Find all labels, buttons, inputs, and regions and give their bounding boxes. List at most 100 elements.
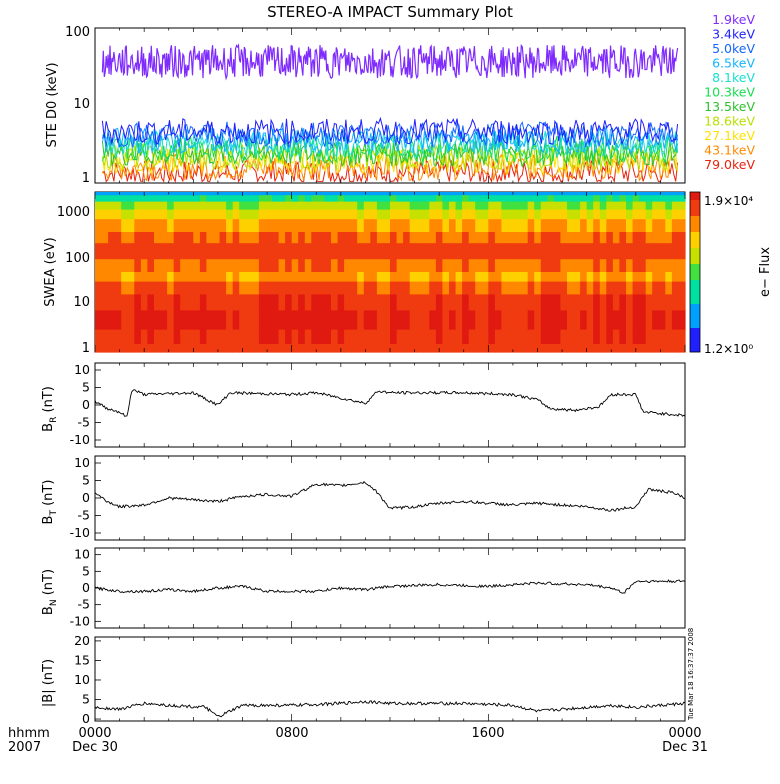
swea-cell: [206, 259, 214, 273]
swea-cell: [514, 272, 522, 283]
swea-cell: [193, 209, 201, 220]
ste-legend-10.3keV: 10.3keV: [704, 85, 755, 100]
swea-cell: [547, 192, 555, 196]
swea-cell: [278, 329, 286, 345]
swea-cell: [357, 329, 365, 345]
swea-cell: [429, 219, 437, 233]
swea-cell: [612, 272, 621, 283]
swea-cell: [252, 243, 260, 260]
swea-cell: [324, 259, 332, 273]
swea-cell: [363, 272, 371, 283]
swea-cell: [324, 232, 332, 244]
swea-cell: [586, 310, 594, 331]
swea-cell: [455, 281, 463, 295]
swea-cell: [167, 195, 175, 203]
swea-cell: [619, 259, 627, 273]
swea-cell: [573, 209, 581, 220]
swea-cell: [626, 209, 634, 220]
swea-cell: [645, 195, 653, 203]
swea-cell: [422, 310, 430, 331]
swea-cell: [331, 195, 339, 203]
swea-cell: [376, 329, 385, 345]
swea-cell: [173, 243, 181, 260]
swea-cell: [403, 192, 411, 196]
swea-cell: [435, 209, 444, 220]
swea-cell: [363, 259, 371, 273]
swea-cell: [455, 209, 463, 220]
swea-cell: [350, 195, 358, 203]
swea-cell: [370, 259, 378, 273]
swea-cell: [134, 195, 142, 203]
swea-cell: [540, 294, 548, 311]
swea-cell: [567, 310, 575, 331]
swea-cell: [350, 232, 358, 244]
swea-cell: [645, 259, 653, 273]
swea-cell: [403, 209, 411, 220]
swea-cell: [291, 272, 299, 283]
swea-cell: [370, 329, 378, 345]
swea-cell: [265, 272, 273, 283]
swea-cell: [455, 195, 463, 203]
swea-cell: [494, 195, 503, 203]
swea-cell: [455, 272, 463, 283]
swea-cell: [134, 201, 142, 211]
swea-cell: [573, 219, 581, 233]
swea-cell: [573, 232, 581, 244]
xtick-0000-end: 0000: [668, 726, 701, 741]
swea-cell: [101, 232, 109, 244]
swea-cell: [632, 195, 640, 203]
swea-cell: [285, 243, 293, 260]
swea-cell: [658, 195, 666, 203]
colorbar-band: [690, 276, 700, 281]
swea-cell: [370, 201, 378, 211]
swea-cell: [422, 195, 430, 203]
swea-cell: [521, 243, 529, 260]
swea-cell: [232, 219, 240, 233]
swea-cell: [265, 192, 273, 196]
swea-cell: [514, 344, 522, 353]
swea-cell: [468, 281, 476, 295]
swea-cell: [514, 192, 522, 196]
swea-cell: [350, 272, 358, 283]
swea-cell: [114, 259, 122, 273]
colorbar-band: [690, 328, 700, 333]
swea-cell: [488, 272, 496, 283]
swea-cell: [665, 272, 673, 283]
bn-ylabel: BN (nT): [41, 569, 59, 615]
swea-cell: [521, 219, 529, 233]
colorbar-band: [690, 248, 700, 253]
swea-cell: [376, 281, 385, 295]
swea-cell: [547, 344, 555, 353]
swea-cell: [245, 281, 253, 295]
swea-cell: [645, 281, 653, 295]
swea-cell: [390, 294, 398, 311]
swea-cell: [285, 294, 293, 311]
swea-cell: [462, 219, 470, 233]
swea-cell: [449, 310, 457, 331]
swea-cell: [455, 259, 463, 273]
swea-cell: [586, 232, 594, 244]
colorbar-band: [690, 348, 700, 353]
swea-cell: [481, 201, 489, 211]
swea-cell: [671, 329, 680, 345]
ste-legend-27.1keV: 27.1keV: [704, 128, 755, 143]
swea-cell: [213, 195, 221, 203]
swea-cell: [291, 195, 299, 203]
swea-cell: [416, 259, 424, 273]
swea-cell: [95, 195, 103, 203]
swea-cell: [383, 329, 391, 345]
swea-cell: [219, 329, 227, 345]
swea-cell: [488, 232, 496, 244]
swea-cell: [95, 272, 103, 283]
swea-cell: [154, 272, 162, 283]
swea-cell: [193, 344, 201, 353]
swea-cell: [553, 281, 562, 295]
swea-cell: [573, 243, 581, 260]
swea-cell: [586, 209, 594, 220]
swea-cell: [678, 294, 686, 311]
swea-cell: [186, 272, 194, 283]
swea-cell: [612, 243, 621, 260]
swea-cell: [449, 209, 457, 220]
swea-cell: [363, 201, 371, 211]
swea-cell: [665, 344, 673, 353]
